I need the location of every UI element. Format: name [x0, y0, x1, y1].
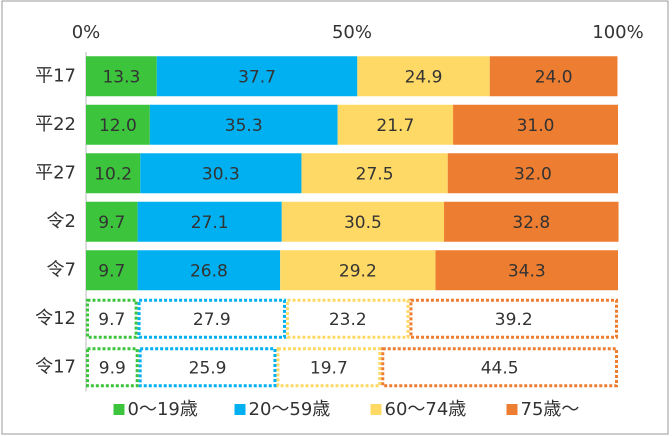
bar-segment [447, 153, 618, 194]
bar-segment [156, 56, 358, 97]
bar-segment [444, 201, 619, 242]
legend-label: 60〜74歳 [385, 399, 467, 420]
bar-segment [301, 153, 448, 194]
data-label: 34.3 [508, 261, 546, 281]
data-label: 32.0 [514, 164, 552, 184]
legend-swatch [370, 404, 382, 415]
data-label: 9.9 [99, 358, 126, 378]
bar-segment [86, 153, 141, 194]
data-label: 24.0 [535, 67, 573, 87]
y-tick-label: 令12 [35, 308, 76, 329]
data-label: 25.9 [189, 358, 227, 378]
bar-segment [453, 104, 618, 145]
bar-segment [86, 201, 138, 242]
data-label: 12.0 [99, 116, 137, 136]
bar-segment [86, 104, 150, 145]
data-label: 44.5 [481, 358, 519, 378]
x-tick-label: 0% [72, 22, 101, 43]
y-tick-label: 平22 [35, 114, 76, 135]
data-label: 39.2 [495, 310, 533, 330]
y-tick-label: 令2 [47, 211, 76, 232]
bar-segment [137, 250, 281, 291]
bar-segment [489, 56, 618, 97]
data-label: 31.0 [517, 116, 555, 136]
legend-swatch [113, 404, 125, 415]
bar-segment [137, 298, 287, 339]
bar-segment [137, 201, 282, 242]
x-tick-label: 50% [332, 22, 372, 43]
bar-segment [86, 298, 138, 339]
legend-label: 75歳〜 [521, 399, 580, 420]
bar-segment [86, 56, 157, 97]
bar-segment [381, 347, 619, 388]
data-label: 30.3 [202, 164, 240, 184]
bar-segment [138, 347, 277, 388]
data-label: 13.3 [102, 67, 140, 87]
bar-segment [149, 104, 338, 145]
bar-segment [276, 347, 382, 388]
data-label: 37.7 [238, 67, 276, 87]
y-tick-label: 令7 [47, 259, 76, 280]
data-label: 9.7 [98, 261, 125, 281]
bar-segment [86, 250, 138, 291]
bar-segment [409, 298, 618, 339]
bar-segment [357, 56, 490, 97]
y-tick-label: 平17 [35, 65, 76, 86]
data-label: 27.1 [191, 213, 229, 233]
data-label: 24.9 [405, 67, 443, 87]
data-label: 9.7 [98, 310, 125, 330]
bar-segment [286, 298, 410, 339]
x-tick-label: 100% [592, 22, 643, 43]
y-tick-label: 令17 [35, 356, 76, 377]
data-label: 19.7 [310, 358, 348, 378]
data-label: 10.2 [94, 164, 132, 184]
legend-label: 20〜59歳 [249, 399, 331, 420]
bar-segment [337, 104, 454, 145]
legend-swatch [506, 404, 518, 415]
data-label: 9.7 [98, 213, 125, 233]
data-label: 27.5 [356, 164, 394, 184]
legend-label: 0〜19歳 [128, 399, 198, 420]
data-label: 32.8 [512, 213, 550, 233]
data-label: 29.2 [339, 261, 377, 281]
data-label: 35.3 [225, 116, 263, 136]
bar-segment [86, 347, 139, 388]
data-label: 23.2 [329, 310, 367, 330]
y-tick-label: 平27 [35, 162, 76, 183]
bar-segment [281, 201, 445, 242]
bar-segment [280, 250, 436, 291]
bar-segment [140, 153, 302, 194]
data-label: 27.9 [193, 310, 231, 330]
bar-segment [435, 250, 618, 291]
legend-swatch [234, 404, 246, 415]
data-label: 21.7 [376, 116, 414, 136]
data-label: 30.5 [344, 213, 382, 233]
data-label: 26.8 [190, 261, 228, 281]
